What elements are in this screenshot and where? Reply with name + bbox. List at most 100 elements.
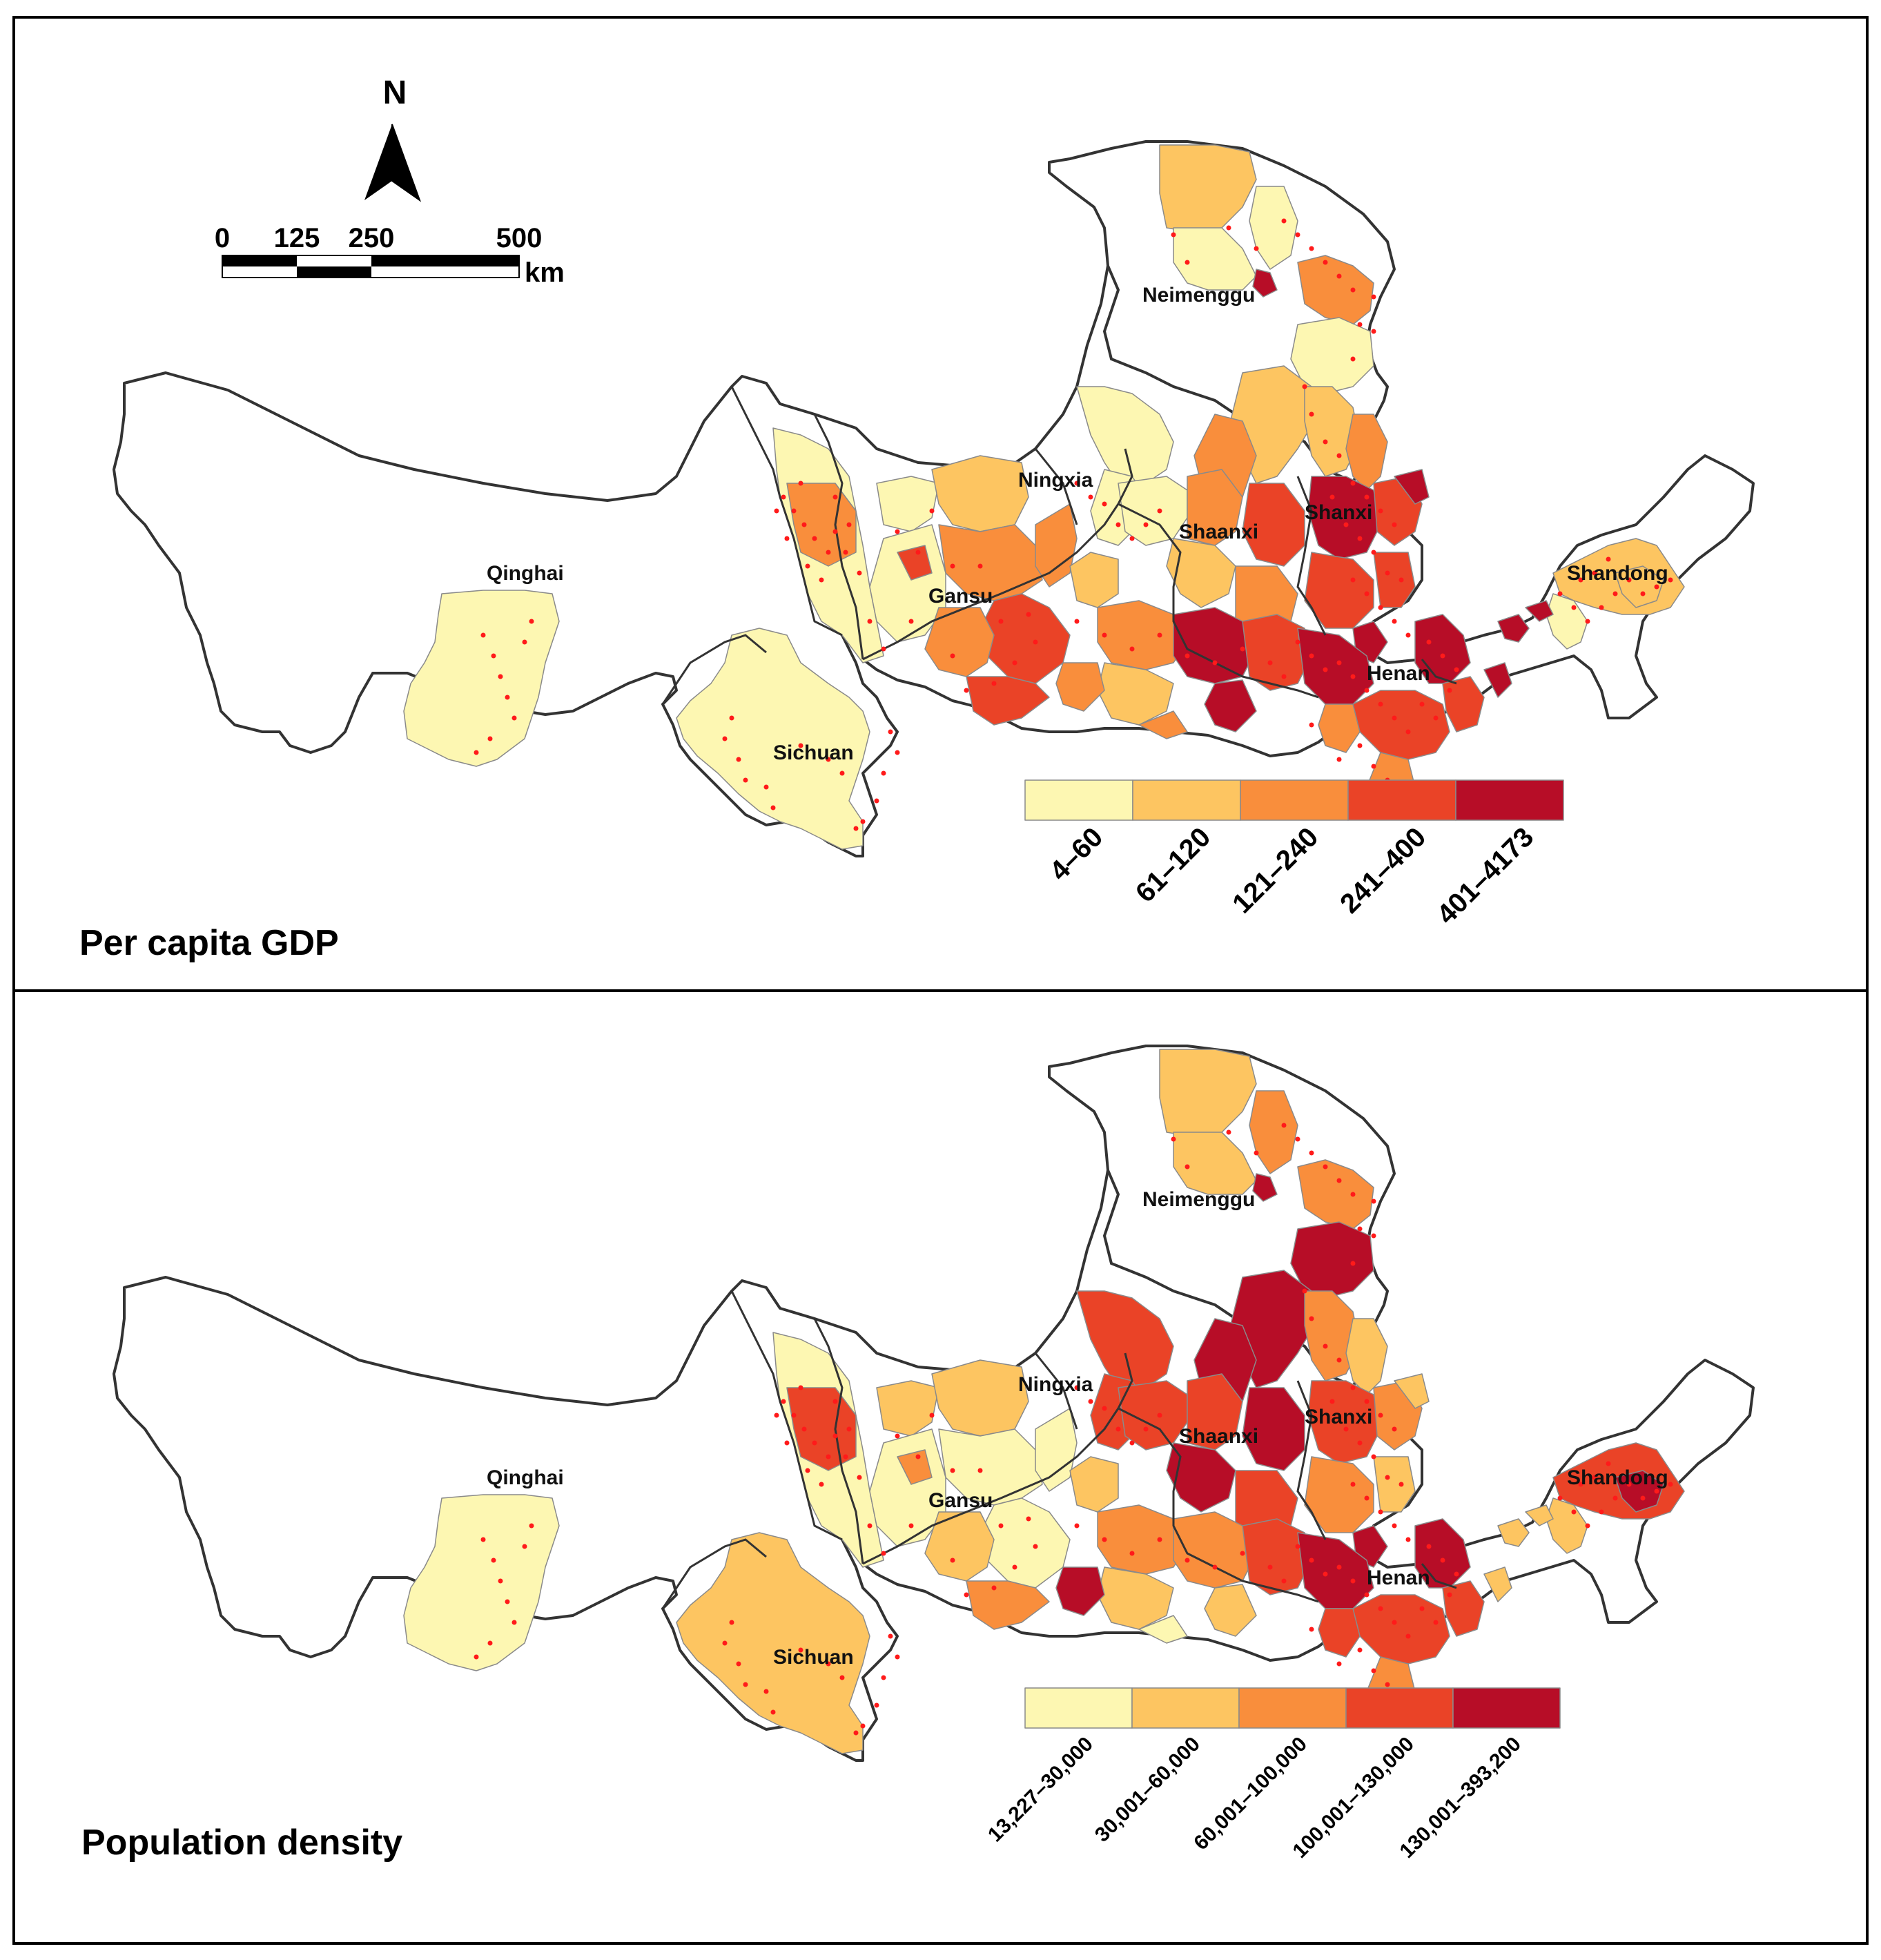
region-polygon <box>1307 476 1381 560</box>
province-label-shaanxi: Shaanxi <box>1179 1425 1258 1448</box>
city-point <box>991 681 997 686</box>
legend-swatch-1 <box>1024 779 1133 821</box>
city-point <box>1350 1385 1356 1390</box>
region-polygon <box>966 1580 1050 1630</box>
city-point <box>1668 1482 1673 1487</box>
region-polygon <box>1525 1504 1554 1526</box>
province-label-shaanxi: Shaanxi <box>1179 521 1258 543</box>
city-point <box>1357 536 1363 541</box>
city-point <box>1254 1150 1259 1156</box>
city-point <box>881 1551 886 1556</box>
population-legend: 13,227–30,000 30,001–60,000 60,001–100,0… <box>984 1687 1561 1863</box>
city-point <box>1392 1523 1397 1529</box>
city-point <box>1157 1537 1162 1542</box>
region-polygon <box>1290 1221 1374 1299</box>
population-map-panel: Neimenggu Ningxia Qinghai Gansu Shaanxi Shanx… <box>12 989 1869 1945</box>
legend-label-2: 61–120 <box>1130 822 1217 909</box>
city-point <box>774 1413 779 1418</box>
city-point <box>1336 1661 1342 1667</box>
city-point <box>1309 1627 1314 1632</box>
region-polygon <box>1069 1456 1119 1513</box>
city-point <box>1626 1482 1632 1487</box>
city-point <box>491 653 496 659</box>
region-polygon <box>1242 1387 1305 1471</box>
region-polygon <box>1297 1159 1374 1230</box>
city-point <box>1350 1578 1356 1584</box>
city-point <box>867 1523 873 1529</box>
city-point <box>1309 411 1314 417</box>
city-point <box>1309 1316 1314 1321</box>
city-point <box>826 550 831 555</box>
city-point <box>798 1647 803 1653</box>
city-point <box>1357 322 1363 327</box>
city-point <box>1033 639 1038 645</box>
city-point <box>1392 1426 1397 1432</box>
legend-label-2: 30,001–60,000 <box>1091 1733 1205 1847</box>
legend-label-1: 13,227–30,000 <box>984 1733 1098 1847</box>
city-point <box>874 798 879 804</box>
scale-segment <box>371 255 519 266</box>
city-point <box>798 743 803 748</box>
scale-unit: km <box>525 258 565 288</box>
city-point <box>1350 481 1356 486</box>
region-polygon <box>1204 1584 1257 1637</box>
city-point <box>908 1523 914 1529</box>
city-point <box>1329 1399 1335 1404</box>
region-polygon <box>1304 1290 1361 1381</box>
region-polygon <box>1166 1442 1236 1513</box>
city-point <box>1385 1682 1390 1687</box>
region-polygon <box>676 628 870 850</box>
city-point <box>1371 550 1376 555</box>
city-point <box>1378 1606 1383 1611</box>
region-polygon <box>1304 552 1374 629</box>
legend-label-1: 4–60 <box>1044 822 1109 886</box>
city-point <box>1295 639 1300 645</box>
city-point <box>763 784 769 790</box>
city-point <box>791 508 797 514</box>
city-point <box>1309 1558 1314 1563</box>
region-polygon <box>1414 614 1471 684</box>
legend-label-4: 241–400 <box>1334 822 1432 919</box>
city-point <box>798 481 803 486</box>
city-point <box>491 1558 496 1563</box>
region-polygon <box>1055 1566 1105 1616</box>
city-point <box>1640 1495 1646 1501</box>
city-point <box>1336 1357 1342 1363</box>
city-point <box>480 632 486 638</box>
gdp-legend: 4–60 61–120 121–240 241–400 401–4173 <box>1024 779 1564 930</box>
scale-bar: 0 125 250 500 km <box>215 223 565 288</box>
city-point <box>991 1585 997 1591</box>
city-point <box>832 529 838 534</box>
region-polygon <box>1373 1456 1416 1513</box>
region-polygon <box>1076 386 1174 484</box>
legend-label-3: 60,001–100,000 <box>1189 1733 1312 1855</box>
city-point <box>860 1723 866 1729</box>
city-point <box>1364 1495 1370 1501</box>
city-point <box>1571 605 1577 610</box>
city-point <box>1392 619 1397 624</box>
city-point <box>781 1399 786 1404</box>
city-point <box>1405 729 1411 735</box>
region-polygon <box>1615 1470 1664 1513</box>
city-point <box>1088 1399 1093 1404</box>
city-point <box>826 757 831 762</box>
city-point <box>1350 1192 1356 1197</box>
region-polygon <box>938 524 1043 601</box>
city-point <box>1102 1537 1107 1542</box>
city-point <box>1309 1150 1314 1156</box>
region-polygon <box>1138 1615 1188 1644</box>
city-point <box>1157 1413 1162 1418</box>
city-point <box>1392 522 1397 527</box>
city-point <box>1102 1406 1107 1411</box>
city-point <box>915 1454 921 1459</box>
city-point <box>895 750 900 755</box>
city-point <box>964 1592 969 1598</box>
legend-swatch-2 <box>1131 1687 1240 1729</box>
city-point <box>1398 1482 1404 1487</box>
region-polygon <box>938 1428 1043 1506</box>
region-polygon <box>1525 600 1554 622</box>
city-point <box>1398 577 1404 583</box>
city-point <box>1350 577 1356 583</box>
city-point <box>1392 715 1397 721</box>
region-polygon <box>1242 483 1305 567</box>
